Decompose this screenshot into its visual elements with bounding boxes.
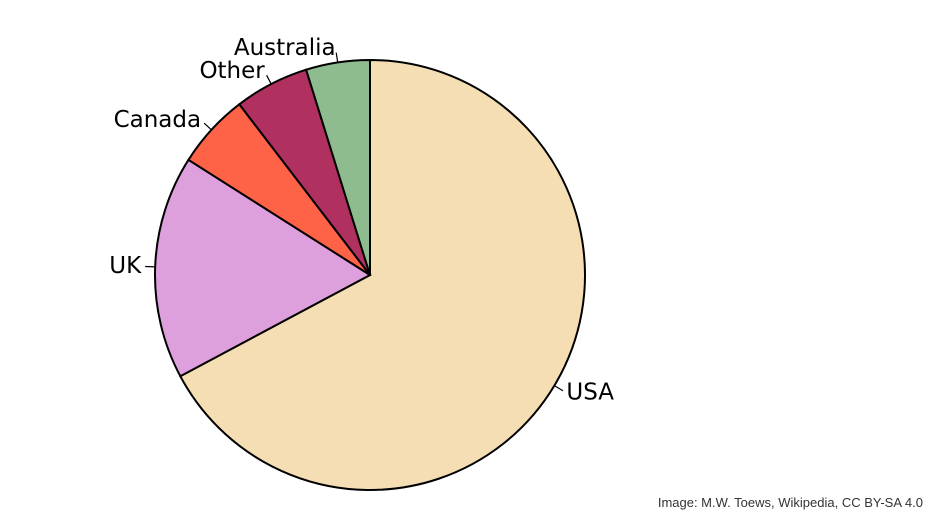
image-credit: Image: M.W. Toews, Wikipedia, CC BY-SA 4…	[657, 495, 923, 510]
pie-label-other: Other	[199, 58, 265, 84]
pie-label-tick-australia	[335, 52, 339, 63]
pie-label-australia: Australia	[234, 35, 336, 61]
pie-label-tick-usa	[554, 385, 564, 392]
pie-label-tick-other	[266, 74, 272, 85]
pie-label-uk: UK	[109, 253, 142, 279]
pie-label-usa: USA	[566, 379, 614, 405]
pie-label-tick-canada	[203, 122, 212, 131]
pie-label-canada: Canada	[114, 107, 202, 133]
pie-slices	[154, 58, 586, 491]
pie-slice-uk	[154, 158, 372, 378]
pie-slice-usa	[178, 58, 586, 491]
